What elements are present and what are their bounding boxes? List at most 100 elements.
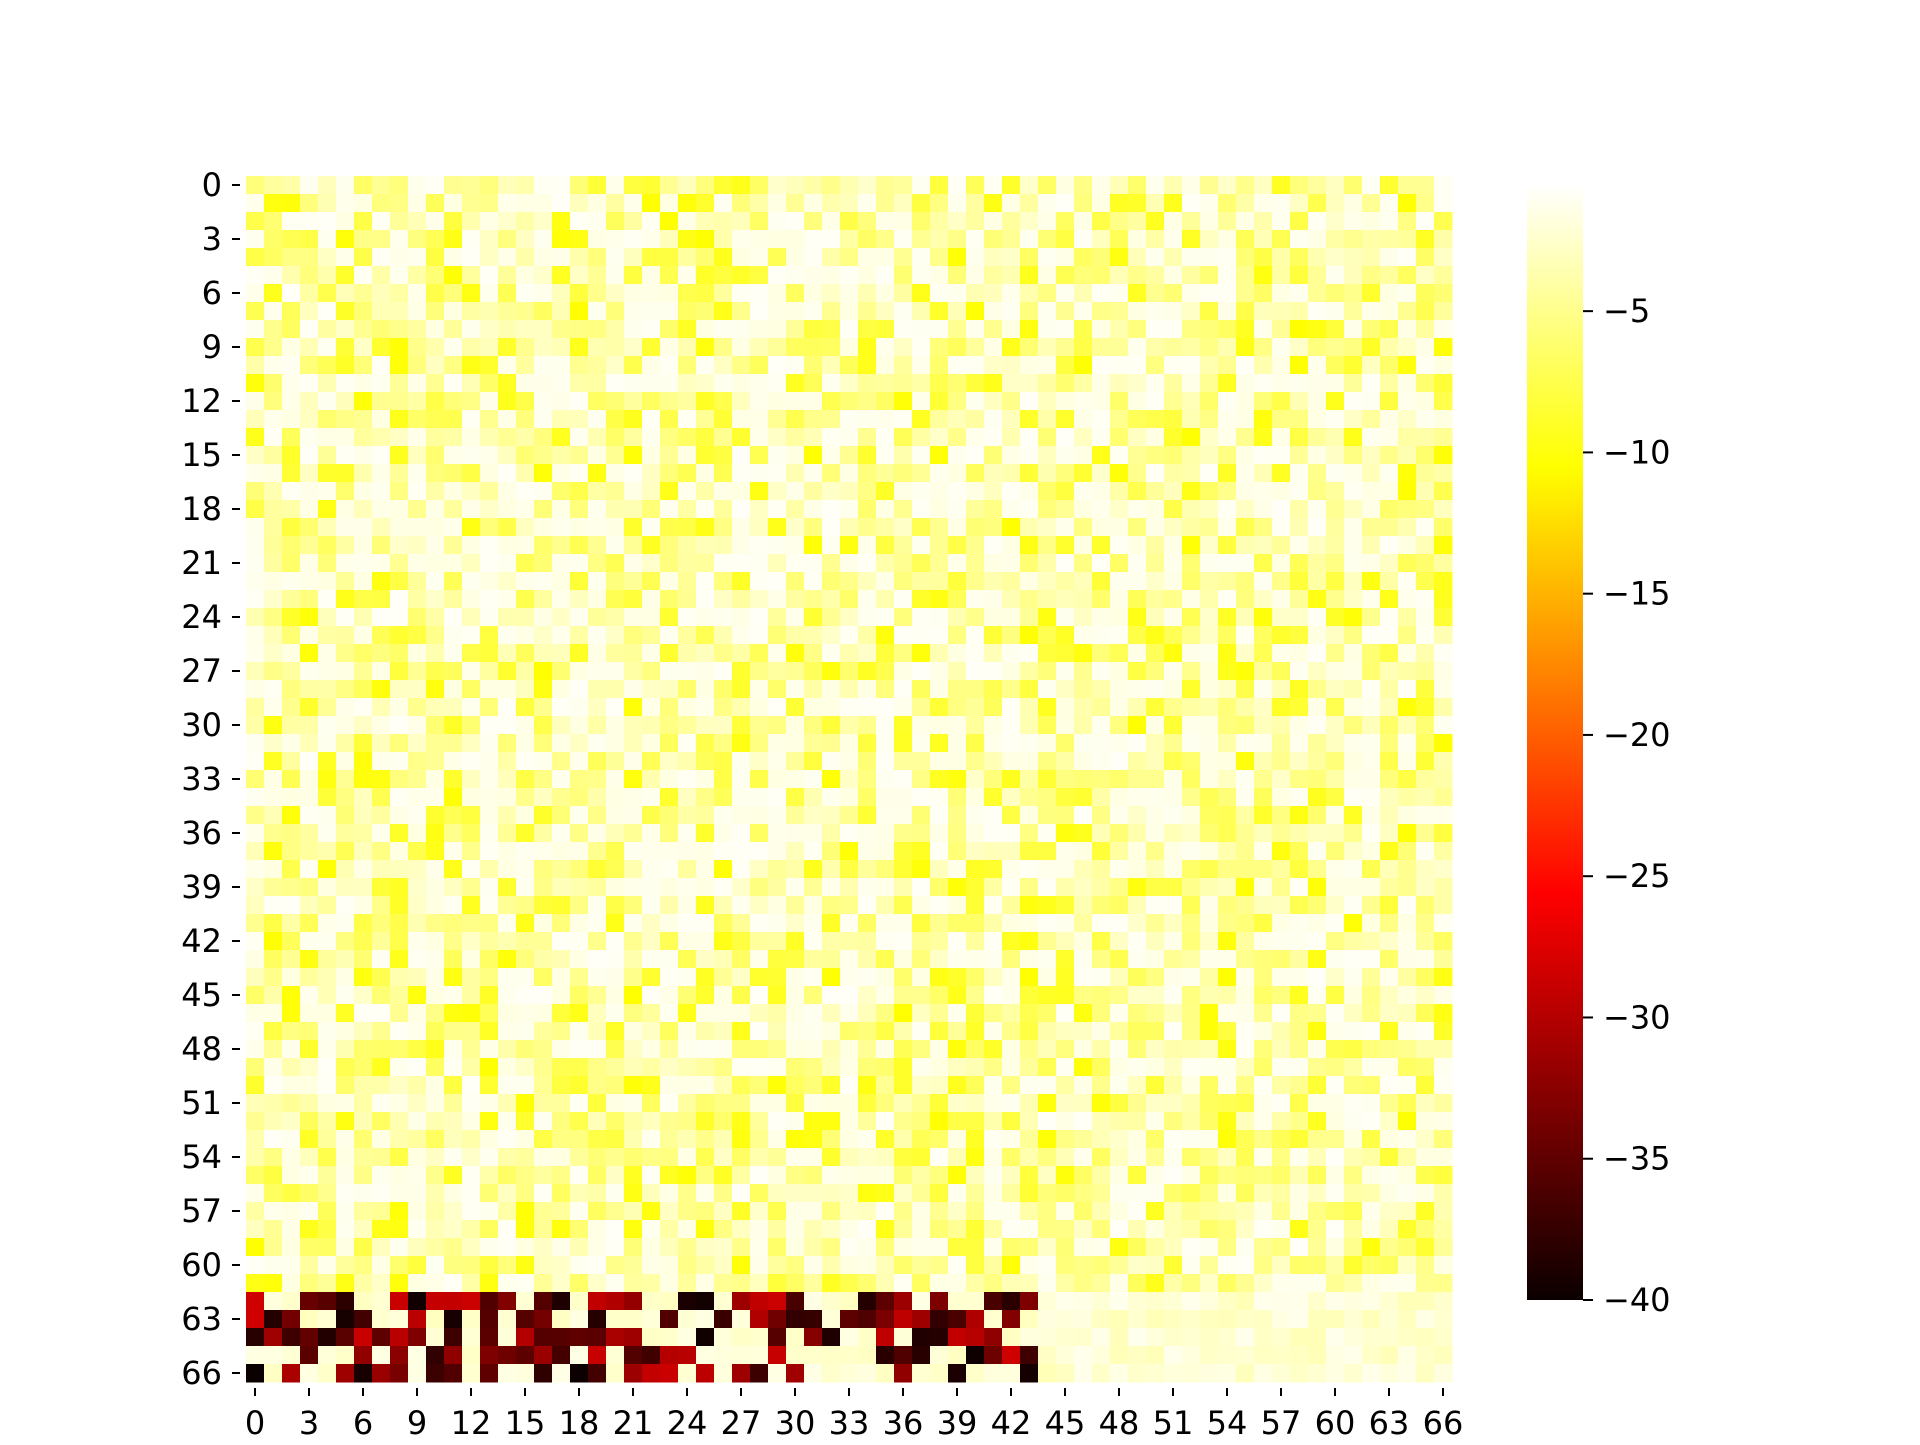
heatmap-cell [678, 1256, 697, 1275]
heatmap-cell [876, 518, 895, 537]
heatmap-cell [1002, 374, 1021, 393]
heatmap-cell [822, 554, 841, 573]
heatmap-cell [1200, 230, 1219, 249]
heatmap-cell [894, 248, 913, 267]
heatmap-cell [660, 320, 679, 339]
heatmap-cell [1362, 878, 1381, 897]
heatmap-cell [912, 734, 931, 753]
heatmap-cell [948, 1292, 967, 1311]
heatmap-cell [930, 698, 949, 717]
heatmap-cell [1254, 320, 1273, 339]
heatmap-cell [822, 464, 841, 483]
heatmap-cell [1182, 1184, 1201, 1203]
heatmap-cell [318, 968, 337, 987]
heatmap-cell [462, 878, 481, 897]
heatmap-cell [534, 374, 553, 393]
heatmap-cell [1344, 194, 1363, 213]
heatmap-cell [354, 770, 373, 789]
heatmap-cell [624, 482, 643, 501]
heatmap-cell [1110, 734, 1129, 753]
heatmap-cell [1056, 716, 1075, 735]
heatmap-cell [660, 482, 679, 501]
heatmap-cell [300, 1130, 319, 1149]
heatmap-cell [1020, 284, 1039, 303]
heatmap-cell [1308, 1184, 1327, 1203]
heatmap-cell [552, 1130, 571, 1149]
heatmap-cell [984, 914, 1003, 933]
heatmap-cell [534, 1058, 553, 1077]
heatmap-cell [1002, 860, 1021, 879]
heatmap-cell [948, 176, 967, 195]
heatmap-cell [1002, 950, 1021, 969]
heatmap-cell [894, 1130, 913, 1149]
heatmap-cell [660, 842, 679, 861]
heatmap-cell [390, 734, 409, 753]
heatmap-cell [1218, 968, 1237, 987]
heatmap-cell [1164, 1040, 1183, 1059]
heatmap-cell [930, 1058, 949, 1077]
heatmap-cell [606, 1058, 625, 1077]
heatmap-cell [1344, 482, 1363, 501]
heatmap-cell [534, 1328, 553, 1347]
heatmap-cell [1236, 1058, 1255, 1077]
heatmap-cell [750, 1058, 769, 1077]
heatmap-cell [696, 896, 715, 915]
heatmap-cell [966, 230, 985, 249]
heatmap-cell [786, 536, 805, 555]
heatmap-cell [930, 1148, 949, 1167]
heatmap-cell [282, 194, 301, 213]
heatmap-cell [444, 860, 463, 879]
heatmap-cell [246, 968, 265, 987]
heatmap-cell [354, 1094, 373, 1113]
heatmap-cell [480, 284, 499, 303]
heatmap-cell [354, 1040, 373, 1059]
heatmap-cell [498, 752, 517, 771]
heatmap-cell [876, 1058, 895, 1077]
heatmap-cell [1200, 500, 1219, 519]
heatmap-cell [336, 338, 355, 357]
heatmap-cell [822, 662, 841, 681]
heatmap-cell [768, 464, 787, 483]
heatmap-cell [408, 1256, 427, 1275]
heatmap-cell [606, 752, 625, 771]
heatmap-cell [876, 788, 895, 807]
heatmap-cell [444, 1166, 463, 1185]
heatmap-cell [1218, 1238, 1237, 1257]
heatmap-cell [1344, 644, 1363, 663]
heatmap-cell [516, 1022, 535, 1041]
heatmap-cell [840, 410, 859, 429]
heatmap-cell [426, 1166, 445, 1185]
heatmap-cell [570, 896, 589, 915]
heatmap-cell [804, 842, 823, 861]
heatmap-cell [444, 284, 463, 303]
heatmap-cell [966, 896, 985, 915]
heatmap-cell [804, 212, 823, 231]
heatmap-cell [426, 1310, 445, 1329]
heatmap-cell [1398, 770, 1417, 789]
heatmap-cell [822, 932, 841, 951]
heatmap-cell [606, 248, 625, 267]
heatmap-cell [1020, 734, 1039, 753]
heatmap-cell [1272, 176, 1291, 195]
heatmap-cell [552, 176, 571, 195]
heatmap-cell [516, 392, 535, 411]
heatmap-cell [300, 302, 319, 321]
heatmap-cell [1380, 1076, 1399, 1095]
heatmap-cell [1074, 1328, 1093, 1347]
heatmap-cell [282, 1040, 301, 1059]
heatmap-cell [984, 1076, 1003, 1095]
heatmap-cell [1272, 1238, 1291, 1257]
heatmap-cell [1110, 1238, 1129, 1257]
heatmap-cell [894, 824, 913, 843]
heatmap-cell [1092, 518, 1111, 537]
heatmap-cell [1038, 500, 1057, 519]
heatmap-cell [1056, 950, 1075, 969]
heatmap-cell [858, 500, 877, 519]
heatmap-cell [1236, 194, 1255, 213]
heatmap-cell [1272, 698, 1291, 717]
heatmap-cell [606, 1004, 625, 1023]
heatmap-cell [552, 806, 571, 825]
heatmap-cell [354, 662, 373, 681]
heatmap-cell [1344, 1076, 1363, 1095]
heatmap-cell [1254, 860, 1273, 879]
